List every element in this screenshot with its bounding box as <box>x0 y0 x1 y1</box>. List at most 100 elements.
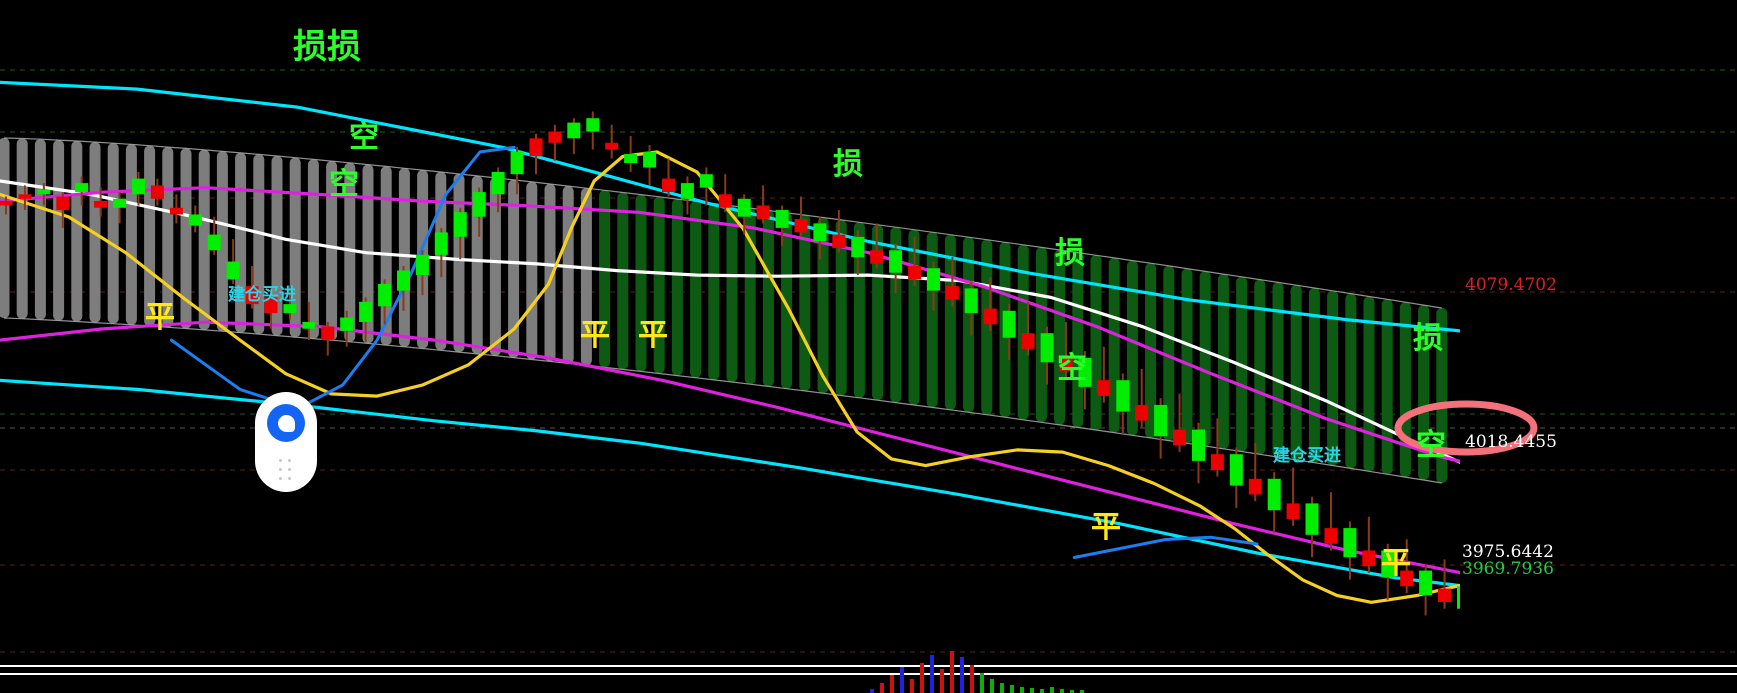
candle <box>699 174 713 188</box>
ma-cyan-lower <box>0 378 1460 588</box>
candle <box>908 266 922 280</box>
candle <box>434 232 448 255</box>
candle <box>870 250 884 264</box>
candle <box>1229 454 1243 486</box>
candle <box>586 118 600 132</box>
candle <box>491 171 505 195</box>
candle <box>1192 429 1205 461</box>
signal-blue <box>169 145 516 405</box>
price-label: 4079.4702 <box>1465 275 1557 295</box>
candle <box>132 178 145 195</box>
candle <box>1362 550 1376 567</box>
candle <box>188 214 202 226</box>
price-label: 3975.6442 <box>1462 542 1554 562</box>
candle <box>75 183 89 193</box>
candle <box>1021 333 1035 349</box>
candle <box>340 317 354 331</box>
candle <box>94 201 108 208</box>
candle <box>226 261 240 280</box>
candle <box>662 178 675 192</box>
candle <box>207 234 221 251</box>
candle <box>775 210 789 228</box>
candle <box>56 196 70 210</box>
candle <box>1097 380 1111 396</box>
candle <box>1267 478 1281 511</box>
candle <box>529 138 543 157</box>
candle <box>756 205 770 219</box>
candle <box>889 250 903 273</box>
candle <box>1324 528 1338 544</box>
candle <box>1135 404 1149 421</box>
highlight-ellipse-annotation <box>1394 400 1538 456</box>
annotation-损: 损 <box>833 147 863 182</box>
candle <box>1305 503 1319 535</box>
candle <box>378 283 392 307</box>
candle <box>1002 310 1016 338</box>
candle <box>643 151 657 168</box>
candle <box>1400 570 1414 587</box>
candle <box>397 270 410 291</box>
candle <box>283 304 297 314</box>
candle <box>794 219 808 233</box>
candle <box>415 254 429 275</box>
candle <box>472 192 486 217</box>
annotation-空: 空 <box>349 120 379 155</box>
candle <box>680 183 694 199</box>
candle <box>150 185 164 199</box>
candle <box>964 288 978 313</box>
annotation-平: 平 <box>1091 510 1121 545</box>
annotation-平: 平 <box>638 318 668 353</box>
assistant-logo-icon <box>267 404 305 442</box>
candle <box>1286 503 1300 520</box>
candle <box>1154 404 1168 437</box>
candle <box>169 207 183 215</box>
candle <box>983 308 997 325</box>
annotation-平: 平 <box>145 300 175 335</box>
candle <box>113 198 127 208</box>
candle <box>1457 586 1460 609</box>
annotation-空: 空 <box>329 167 359 202</box>
candle <box>302 322 316 329</box>
candle <box>18 194 32 199</box>
signal-blue-2 <box>1072 535 1259 559</box>
candlesticks[interactable] <box>0 111 1470 626</box>
assistant-float-button[interactable] <box>255 392 317 492</box>
candle <box>0 201 13 206</box>
candle <box>453 212 467 237</box>
candle <box>37 189 51 195</box>
candle <box>718 194 732 208</box>
candle <box>1059 355 1073 372</box>
annotation-损: 损 <box>1055 236 1085 271</box>
candle <box>945 286 959 300</box>
annotation-建仓买进: 建仓买进 <box>1273 445 1341 466</box>
annotation-平: 平 <box>1381 546 1411 581</box>
ma-magenta-lower <box>0 320 1460 575</box>
annotation-建仓买进: 建仓买进 <box>228 284 296 305</box>
candle <box>359 301 373 322</box>
candle <box>605 142 619 150</box>
candle <box>832 234 846 248</box>
volume-subchart <box>870 651 1084 693</box>
annotation-平: 平 <box>580 318 610 353</box>
price-label: 4018.4455 <box>1465 432 1557 452</box>
candle <box>321 326 335 340</box>
candle <box>1116 380 1130 412</box>
candle <box>1381 550 1395 578</box>
candle <box>510 151 524 175</box>
candle <box>245 286 259 305</box>
candle <box>813 223 827 242</box>
candle <box>1078 357 1092 387</box>
drag-handle-icon[interactable] <box>279 459 293 482</box>
candle <box>737 198 751 217</box>
candle <box>1419 570 1433 596</box>
moving-average-lines <box>0 80 1460 604</box>
ma-yellow <box>0 150 1460 604</box>
candle <box>548 131 562 143</box>
candle <box>851 236 865 258</box>
candle <box>1438 588 1451 602</box>
candle <box>1040 333 1054 363</box>
ma-white <box>0 179 1460 464</box>
